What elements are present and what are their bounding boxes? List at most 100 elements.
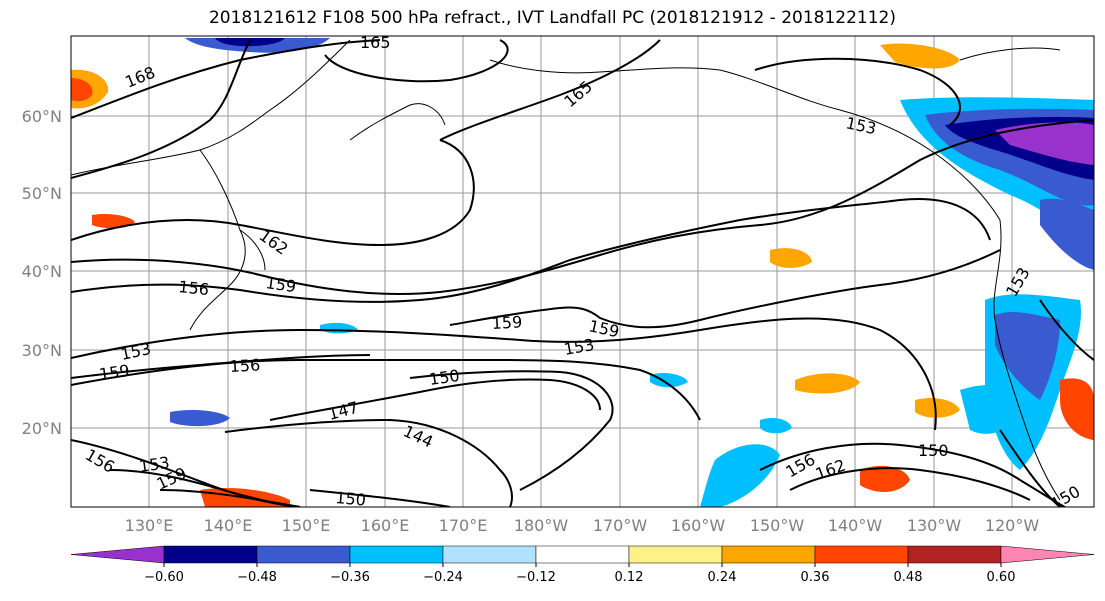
colorbar-segment: [349, 545, 444, 564]
lon-label-150w: 150°W: [750, 516, 805, 535]
lat-labels: 60°N 50°N 40°N 30°N 20°N: [22, 107, 62, 438]
contour-159-south: [71, 354, 371, 379]
contour-150-south: [309, 489, 451, 507]
colorbar-tick-label: 0.36: [801, 570, 830, 585]
colorbar-tick-label: −0.36: [330, 570, 370, 585]
shade-westcoast-mid: [995, 312, 1060, 400]
shade-nw-pos-core: [71, 78, 93, 102]
shade-c-neg2: [650, 372, 688, 388]
lon-label-160w: 160°W: [671, 516, 726, 535]
colorbar-segment: [907, 545, 1002, 564]
coast-alaska: [719, 69, 1001, 221]
contour-label-159-c: 159: [491, 312, 522, 333]
lat-label-20n: 20°N: [22, 419, 62, 438]
colorbar-segment: [442, 545, 537, 564]
contour-label-165-top: 165: [360, 33, 391, 52]
contour-label-150-s: 150: [335, 488, 367, 510]
colorbar-segment: [535, 545, 630, 564]
contour-159-central: [449, 249, 1001, 329]
contour-165-west: [71, 39, 251, 179]
lon-label-140e: 140°E: [204, 516, 253, 535]
colorbar-segment: [1000, 545, 1095, 564]
colorbar-tick-label: 0.12: [615, 570, 644, 585]
shade-se-pos: [860, 465, 910, 492]
coast-kamchatka: [349, 103, 446, 141]
contour-150-se: [999, 429, 1061, 507]
colorbar-segment: [256, 545, 351, 564]
colorbar-ticks: −0.60 −0.48 −0.36 −0.24 −0.12 0.12 0.24 0.36 0.4…: [144, 563, 1015, 585]
colorbar-tick-label: −0.12: [516, 570, 556, 585]
map-title: 2018121612 F108 500 hPa refract., IVT La…: [208, 8, 896, 28]
coastlines: [71, 39, 1061, 501]
colorbar-tick-label: 0.24: [708, 570, 737, 585]
colorbar-segment: [70, 545, 165, 564]
lat-label-50n: 50°N: [22, 184, 62, 203]
contour-165-east: [754, 57, 961, 126]
shade-hawaii-neg: [700, 444, 780, 507]
shade-e-pos: [915, 398, 960, 418]
shade-ak-pos: [880, 43, 960, 69]
lon-label-180w: 180°W: [514, 516, 569, 535]
shade-sw-neg: [170, 410, 230, 427]
contour-162: [71, 139, 475, 247]
contour-165-top: [324, 39, 509, 83]
lon-label-170e: 170°E: [439, 516, 488, 535]
coast-bering: [489, 59, 721, 74]
colorbar-segments: [70, 545, 1095, 564]
shade-bc-mid: [1040, 198, 1094, 270]
shade-c-pos1: [770, 248, 812, 268]
lon-label-160e: 160°E: [361, 516, 410, 535]
colorbar-tick-label: −0.24: [423, 570, 463, 585]
contour-156-se: [759, 442, 1066, 507]
contour-153: [71, 317, 937, 431]
colorbar-tick-label: 0.60: [987, 570, 1016, 585]
coast-arctic: [959, 47, 1061, 61]
colorbar-segment: [628, 545, 723, 564]
contour-label-159-sw: 159: [98, 361, 131, 384]
contour-147: [269, 378, 601, 421]
contour-150-central: [409, 370, 614, 491]
contour-label-150-e: 150: [918, 441, 949, 460]
coast-japan: [239, 229, 266, 271]
contours: [71, 39, 1094, 507]
contour-label-150-c: 150: [428, 366, 461, 389]
lat-label-40n: 40°N: [22, 262, 62, 281]
contour-153-east: [1039, 299, 1094, 361]
lon-label-130w: 130°W: [907, 516, 962, 535]
coast-asia-north: [71, 39, 351, 176]
colorbar-segment: [721, 545, 816, 564]
map-frame: [70, 35, 1095, 508]
contour-159-sw: [159, 489, 301, 507]
contour-label-156-w: 156: [178, 277, 210, 299]
shade-baja-pos: [1060, 378, 1094, 440]
contour-label-159-w: 159: [264, 273, 297, 296]
lon-labels: 130°E 140°E 150°E 160°E 170°E 180°W 170°…: [125, 516, 1040, 535]
shade-c-pos2: [795, 373, 860, 394]
shaded-field: [71, 38, 1094, 507]
shade-alaska-core: [995, 122, 1094, 165]
coast-north-america: [993, 219, 1061, 501]
lat-label-60n: 60°N: [22, 107, 62, 126]
shade-sub-neg: [960, 385, 1025, 434]
colorbar-segment: [163, 545, 258, 564]
lon-label-150e: 150°E: [282, 516, 331, 535]
contour-144: [224, 418, 513, 507]
lon-label-140w: 140°W: [828, 516, 883, 535]
colorbar-tick-label: −0.60: [144, 570, 184, 585]
contour-162-se: [789, 467, 1031, 501]
shade-w-pos: [92, 213, 135, 229]
contour-168: [71, 39, 381, 119]
lon-label-130e: 130°E: [125, 516, 174, 535]
lat-label-30n: 30°N: [22, 341, 62, 360]
lon-label-120w: 120°W: [985, 516, 1040, 535]
lon-label-170w: 170°W: [593, 516, 648, 535]
contour-159-north: [71, 119, 1094, 295]
contour-label-156-c: 156: [229, 355, 260, 376]
colorbar-segment: [814, 545, 909, 564]
colorbar: −0.60 −0.48 −0.36 −0.24 −0.12 0.12 0.24 0.36 0.4…: [70, 545, 1095, 585]
map-panel: 165 168 165 153 162 159 156 159 159 153 …: [70, 33, 1095, 510]
contour-165-mid: [439, 39, 661, 141]
contour-156-north: [71, 198, 991, 303]
coast-east-asia: [189, 149, 246, 331]
